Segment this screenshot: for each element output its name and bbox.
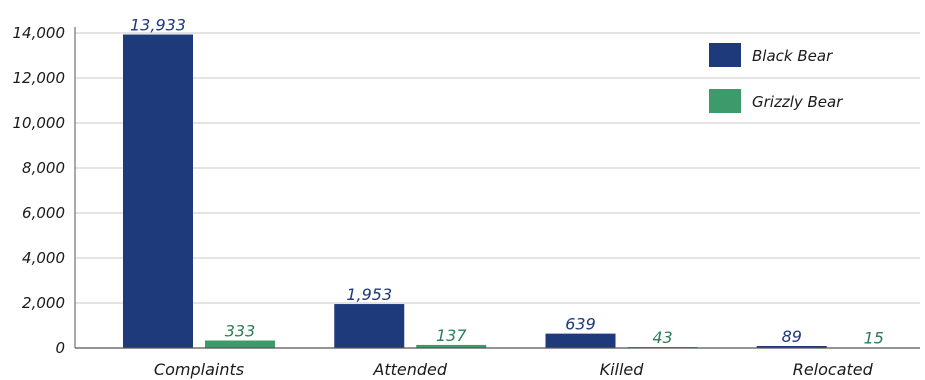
data-label: 15 [864,329,884,348]
bar-black-bear [545,333,616,348]
legend-label: Grizzly Bear [752,93,843,111]
legend-swatch [709,89,741,113]
bar-black-bear [123,34,193,348]
data-label: 1,953 [346,285,392,304]
y-tick-label: 14,000 [13,24,66,42]
y-axis: 0 2,000 4,000 6,000 8,000 10,000 12,000 14,000 [13,24,76,357]
gridlines [75,32,920,304]
bars [123,34,909,349]
y-tick-label: 10,000 [13,114,66,132]
bar-grizzly-bear [416,344,487,348]
y-tick-label: 6,000 [22,204,65,222]
x-tick-label: Attended [372,360,447,379]
y-tick-label: 8,000 [22,159,65,177]
data-label: 89 [782,327,802,346]
data-label: 333 [225,322,256,341]
data-labels: 13,933 333 1,953 137 639 43 89 15 [130,16,884,348]
data-label: 43 [652,328,672,347]
data-label: 13,933 [130,16,186,35]
legend: Black Bear Grizzly Bear [709,43,843,113]
bar-grizzly-bear [205,340,275,348]
legend-swatch [709,43,741,67]
x-tick-label: Killed [600,360,645,379]
bar-black-bear [756,345,827,348]
y-tick-label: 12,000 [13,69,66,87]
legend-label: Black Bear [752,47,833,65]
x-tick-label: Complaints [154,360,244,379]
x-axis: Complaints Attended Killed Relocated [75,347,920,379]
y-tick-label: 4,000 [22,249,65,267]
data-label: 137 [436,326,467,345]
y-tick-label: 2,000 [22,294,65,312]
bar-black-bear [334,304,405,348]
y-tick-label: 0 [55,339,65,357]
x-tick-label: Relocated [793,360,874,379]
data-label: 639 [565,315,596,334]
